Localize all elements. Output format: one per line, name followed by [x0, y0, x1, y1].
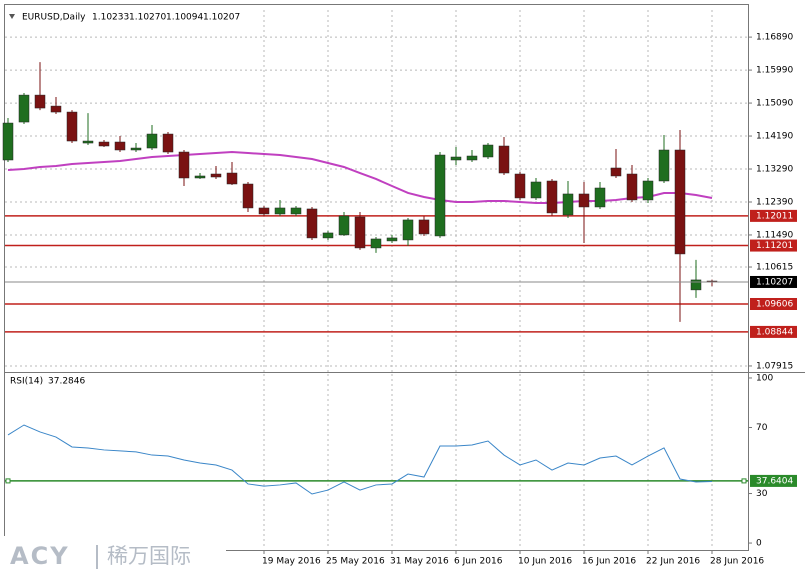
y-tick-label: 1.14190	[756, 132, 793, 142]
level-label-box	[750, 297, 797, 310]
candle-body	[642, 180, 654, 201]
plot-layer: 1.16890 1.15990 1.15090 1.14190 1.13290 1.123…	[2, 10, 797, 567]
x-tick-label: 31 May 2016	[390, 557, 449, 567]
price-label: 1.10207	[756, 277, 793, 287]
candle-body	[178, 151, 190, 179]
y-tick-label: 1.10615	[756, 263, 793, 273]
candle-body	[146, 133, 158, 149]
candle-body	[210, 173, 222, 178]
y-tick-label: 1.15090	[756, 99, 793, 109]
x-tick-label: 19 May 2016	[262, 557, 321, 567]
level-label: 1.11201	[756, 241, 793, 251]
candle-body	[306, 208, 318, 239]
candle-body	[562, 193, 574, 216]
rsi-tick-label: 100	[756, 373, 773, 383]
watermark-name: 稀万国际	[107, 544, 191, 568]
candle-body	[370, 238, 382, 249]
level-label: 1.12011	[756, 211, 793, 221]
candle-body	[194, 175, 206, 179]
y-tick-label: 1.15990	[756, 66, 793, 76]
header-ohlc: 1.10094	[166, 13, 203, 23]
x-tick-label: 25 May 2016	[326, 557, 385, 567]
candle-body	[226, 172, 238, 185]
frame	[4, 4, 749, 551]
watermark: ACY 稀万国际	[0, 536, 226, 578]
candle-body	[594, 187, 606, 208]
candle-body	[162, 133, 174, 153]
candle-body	[690, 279, 702, 291]
rsi-level-handle	[741, 478, 747, 484]
candle-body	[18, 94, 30, 123]
x-tick-label: 28 Jun 2016	[710, 557, 764, 567]
header-ohlc: 1.10270	[129, 13, 166, 23]
candle-body	[82, 140, 94, 144]
candle-body	[290, 207, 302, 215]
y-tick-label: 1.11490	[756, 230, 793, 240]
candle-body	[66, 111, 78, 142]
candle-body	[402, 219, 414, 241]
candle-body	[658, 149, 670, 182]
x-tick-label: 10 Jun 2016	[518, 557, 572, 567]
x-tick-label: 22 Jun 2016	[646, 557, 700, 567]
candle-body	[98, 141, 110, 147]
candle-body	[514, 173, 526, 199]
price-label-box	[750, 275, 797, 288]
candle-body	[274, 207, 286, 215]
header-ohlc: 1.10207	[203, 13, 240, 23]
rsi-value: 37.2846	[48, 377, 85, 387]
rsi-level-label-box	[750, 474, 797, 487]
candle-body	[610, 167, 622, 177]
y-tick-label: 1.16890	[756, 33, 793, 43]
header-ohlc: 1.10233	[92, 13, 129, 23]
candle-body	[434, 154, 446, 237]
candle-body	[354, 216, 366, 249]
rsi-level-label: 37.6404	[756, 476, 793, 486]
collapse-icon	[9, 14, 15, 19]
y-tick-label: 1.12390	[756, 197, 793, 207]
x-tick-label: 16 Jun 2016	[582, 557, 636, 567]
candle-body	[418, 219, 430, 235]
candle-body	[578, 193, 590, 208]
level-label-box	[750, 239, 797, 252]
candle-body	[114, 141, 126, 151]
candle-body	[258, 207, 270, 215]
watermark-brand: ACY	[10, 542, 70, 570]
candle-body	[498, 145, 510, 174]
x-tick-label: 6 Jun 2016	[454, 557, 503, 567]
candle-body	[674, 149, 686, 255]
level-label: 1.08844	[756, 327, 793, 337]
y-tick-label: 1.13290	[756, 165, 793, 175]
candle-body	[242, 183, 254, 209]
candle-body	[322, 232, 334, 239]
candle-body	[626, 173, 638, 201]
candle-body	[2, 122, 14, 161]
candle-body	[338, 215, 350, 236]
rsi-line	[7, 424, 713, 495]
rsi-tick-label: 70	[756, 423, 768, 433]
y-tick-label: 1.07915	[756, 361, 793, 371]
candle-body	[34, 94, 46, 109]
rsi-name: RSI(14)	[10, 377, 43, 387]
level-label: 1.09606	[756, 299, 793, 309]
candle-body	[450, 156, 462, 161]
level-label-box	[750, 209, 797, 222]
rsi-tick-label: 30	[756, 489, 768, 499]
rsi-level-handle	[5, 478, 11, 484]
moving-average	[7, 151, 713, 204]
candle-body	[530, 181, 542, 199]
candle-body	[466, 155, 478, 161]
candle-body	[50, 105, 62, 113]
candle-body	[546, 180, 558, 214]
candle-body	[386, 237, 398, 242]
level-label-box	[750, 325, 797, 338]
watermark-box	[0, 536, 226, 578]
candle-body	[130, 147, 142, 151]
rsi-tick-label: 0	[756, 539, 762, 549]
candle-body	[482, 144, 494, 158]
header-symbol: EURUSD,Daily	[22, 13, 86, 23]
